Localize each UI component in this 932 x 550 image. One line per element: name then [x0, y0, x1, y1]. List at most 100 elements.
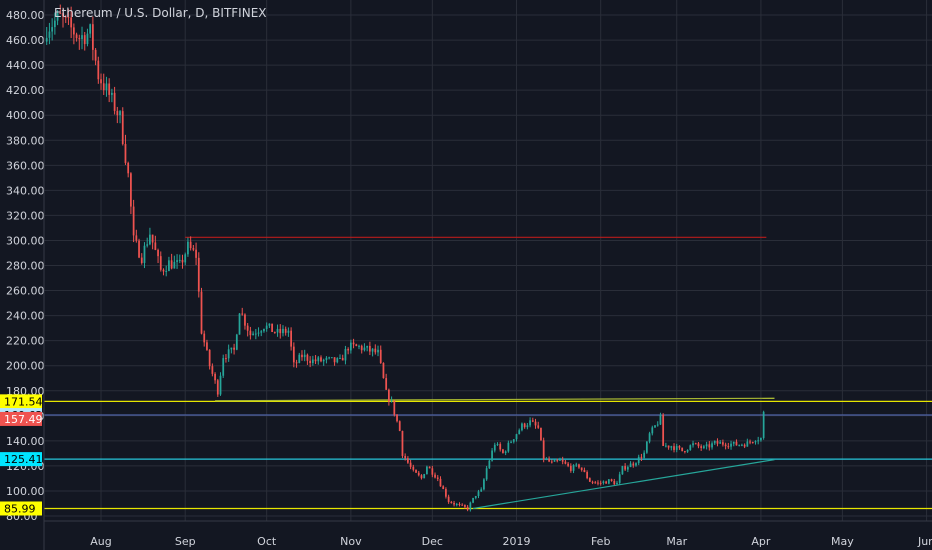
candle-body [100, 79, 102, 84]
candle-body [53, 20, 56, 28]
candle-body [762, 411, 765, 438]
x-tick-label: Apr [751, 535, 771, 548]
y-axis[interactable]: 80.00100.00120.00140.00160.00180.00200.0… [6, 0, 45, 550]
candle-body [738, 444, 741, 446]
candle-body [366, 345, 369, 348]
candle-body [732, 441, 735, 444]
candle-body [390, 400, 393, 402]
candle-body [64, 16, 67, 18]
candle-body [363, 347, 366, 351]
candle-body [548, 458, 550, 462]
candle-body [314, 359, 317, 362]
candle-body [377, 349, 379, 353]
candle-body [330, 357, 333, 359]
candle-body [567, 463, 569, 466]
candle-body [86, 33, 89, 45]
candle-body [70, 17, 73, 28]
trendline[interactable] [215, 397, 775, 402]
candle-body [442, 486, 445, 490]
candle-body [124, 144, 127, 163]
price-label-text: 85.99 [4, 502, 36, 515]
candle-body [328, 357, 331, 359]
candle-body [705, 444, 708, 447]
y-tick-label: 220.00 [6, 335, 45, 348]
candle-body [360, 345, 363, 351]
candle-body [339, 357, 341, 359]
candle-body [168, 260, 170, 272]
candle-body [575, 464, 578, 466]
candle-body [238, 313, 241, 335]
candle-body [480, 489, 483, 492]
candle-body [111, 92, 113, 95]
price-label-box [0, 411, 42, 426]
y-tick-label: 400.00 [6, 109, 45, 122]
candle-body [749, 441, 751, 443]
candle-body [62, 13, 64, 17]
candle-body [512, 439, 515, 442]
candle-body [569, 465, 572, 471]
candle-body [208, 349, 211, 367]
candle-body [730, 443, 732, 447]
candle-body [474, 495, 477, 498]
candle-body [719, 442, 722, 444]
candle-body [735, 441, 738, 446]
candle-body [333, 357, 336, 363]
y-tick-label: 200.00 [6, 360, 45, 373]
trendline[interactable] [472, 459, 775, 510]
candle-body [743, 444, 746, 447]
candle-body [322, 359, 325, 362]
candle-body [597, 482, 599, 484]
candle-body [246, 325, 249, 331]
y-tick-label: 420.00 [6, 84, 45, 97]
candle-body [216, 380, 219, 395]
candle-body [257, 332, 260, 334]
candle-body [412, 466, 415, 470]
candle-body [426, 466, 428, 475]
candle-body [347, 349, 350, 351]
candle-body [629, 463, 632, 468]
candle-body [526, 425, 529, 428]
candle-body [683, 451, 686, 453]
candle-body [94, 49, 97, 61]
candle-body [244, 314, 246, 326]
candle-body [613, 480, 616, 485]
x-axis[interactable]: Aug Sep Oct Nov Dec 2019 Feb Mar Apr May Jun [44, 520, 932, 548]
candle-body [287, 330, 290, 333]
candle-body [382, 362, 385, 379]
candle-body [284, 328, 287, 333]
candle-body [268, 323, 271, 326]
candle-body [518, 430, 521, 435]
candle-body [135, 235, 138, 241]
drawings[interactable] [44, 236, 932, 510]
y-tick-label: 460.00 [6, 34, 45, 47]
price-label-text: 157.49 [4, 413, 43, 426]
candle-body [711, 443, 713, 448]
candle-body [227, 349, 230, 359]
candle-body [401, 430, 404, 456]
candle-body [673, 446, 675, 450]
candle-body [121, 111, 124, 145]
candle-body [483, 479, 485, 490]
candle-body [83, 35, 86, 45]
candle-body [195, 249, 197, 258]
candle-body [396, 414, 398, 422]
price-label-box [0, 452, 42, 467]
candle-body [580, 467, 583, 470]
candle-body [564, 461, 567, 464]
candle-body [187, 241, 189, 255]
candle-body [648, 433, 651, 442]
candle-body [496, 444, 499, 446]
candle-body [754, 441, 757, 443]
candle-body [222, 358, 225, 376]
candle-body [320, 357, 322, 362]
candle-body [295, 362, 298, 364]
price-label-text: 171.54 [4, 395, 43, 408]
candle-body [211, 366, 214, 374]
y-tick-label: 480.00 [6, 9, 45, 22]
candle-body [572, 465, 575, 471]
y-tick-label: 140.00 [6, 435, 45, 448]
candle-body [105, 83, 108, 91]
candle-body [387, 389, 390, 402]
y-tick-label: 340.00 [6, 184, 45, 197]
